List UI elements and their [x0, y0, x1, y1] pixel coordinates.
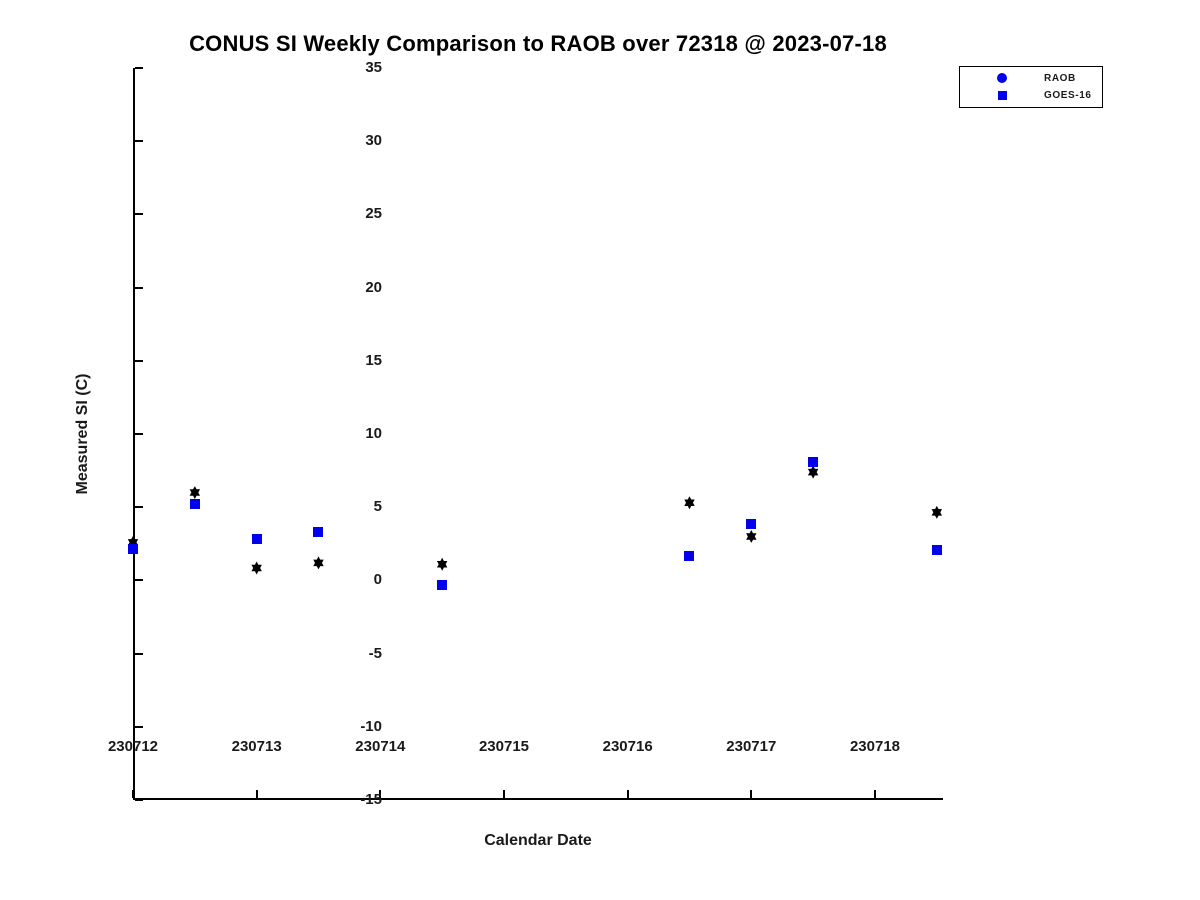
raob-data-point [127, 535, 139, 549]
raob-data-point [313, 556, 324, 570]
goes16-data-point [437, 579, 448, 590]
legend-label-raob: RAOB [1044, 72, 1076, 84]
goes16-data-point [746, 519, 757, 530]
y-tick-label: 5 [373, 498, 382, 516]
x-tick-label: 230718 [849, 738, 901, 755]
y-tick-mark [135, 286, 143, 289]
y-tick-mark [135, 359, 143, 362]
raob-data-point [684, 496, 695, 510]
x-axis-label: Calendar Date [484, 832, 592, 849]
x-tick-mark [502, 790, 505, 798]
y-tick-label: -15 [360, 791, 382, 808]
x-tick-label: 230716 [602, 738, 653, 755]
x-tick-label: 230713 [231, 738, 282, 755]
y-tick-label: 35 [365, 59, 382, 76]
x-axis-line [133, 798, 943, 800]
y-tick-mark [135, 67, 143, 69]
goes16-data-point [128, 543, 138, 554]
raob-data-point [807, 465, 819, 479]
y-tick-label: -5 [368, 644, 382, 662]
y-tick-label: 0 [373, 571, 382, 589]
y-axis-label: Measured SI (C) [74, 373, 91, 495]
goes16-data-point [189, 498, 200, 509]
plot-area [127, 67, 943, 801]
x-tick-label: 230715 [478, 738, 530, 755]
y-tick-mark [135, 579, 143, 582]
y-tick-label: 15 [365, 351, 382, 369]
raob-data-point [436, 557, 448, 571]
legend-item-goes16: GOES-16 [960, 88, 1102, 104]
raob-data-point [251, 561, 262, 575]
y-tick-mark [135, 140, 143, 143]
x-tick-mark [750, 790, 753, 798]
y-tick-label: 25 [365, 205, 382, 223]
y-tick-label: 20 [365, 278, 382, 296]
y-tick-mark [135, 725, 143, 728]
y-tick-mark [135, 799, 143, 801]
y-tick-label: 30 [365, 132, 382, 150]
raob-data-point [746, 529, 757, 543]
goes16-square-icon [997, 91, 1007, 101]
y-tick-label: 10 [365, 425, 382, 442]
legend-item-raob: RAOB [960, 70, 1102, 86]
y-tick-mark [135, 652, 143, 655]
x-tick-label: 230714 [355, 738, 406, 755]
x-tick-mark [379, 790, 382, 798]
goes16-data-point [684, 550, 695, 561]
x-tick-mark [626, 790, 629, 798]
y-tick-label: -10 [360, 717, 382, 735]
legend: RAOB GOES-16 [959, 66, 1103, 108]
goes16-data-point [313, 527, 324, 538]
x-tick-label: 230717 [726, 738, 777, 755]
raob-data-point [931, 505, 943, 519]
goes16-data-point [251, 533, 262, 544]
x-tick-mark [873, 790, 876, 798]
legend-label-goes16: GOES-16 [1044, 90, 1092, 102]
x-tick-label: 230712 [107, 738, 159, 755]
goes16-data-point [931, 544, 942, 555]
raob-circle-icon [997, 73, 1007, 84]
y-tick-mark [135, 506, 143, 509]
raob-data-point [189, 486, 201, 500]
chart-title: CONUS SI Weekly Comparison to RAOB over … [189, 31, 887, 56]
y-axis-line [133, 68, 135, 800]
y-tick-mark [135, 213, 143, 216]
x-tick-mark [132, 790, 134, 798]
y-tick-mark [135, 433, 143, 435]
x-tick-mark [255, 790, 258, 798]
goes16-data-point [808, 456, 819, 467]
